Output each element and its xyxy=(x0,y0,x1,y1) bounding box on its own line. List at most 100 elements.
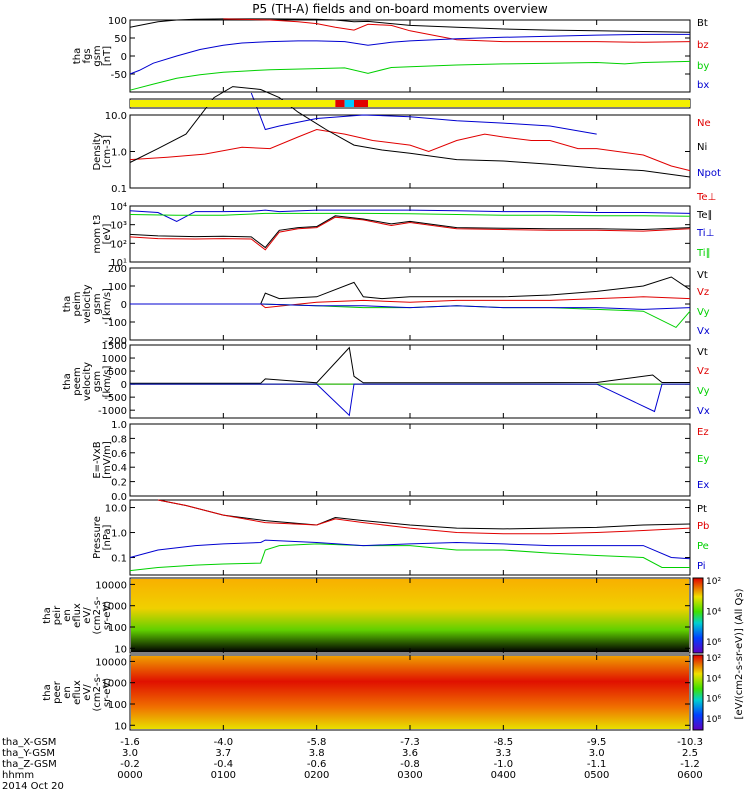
y-tick-label: 0.1 xyxy=(111,554,127,565)
x-axis-value: -1.2 xyxy=(680,759,700,770)
x-axis-value: 3.0 xyxy=(122,748,138,759)
y-tick-label: -500 xyxy=(104,393,127,404)
state-bar-segment xyxy=(354,100,368,107)
series-line-Ne xyxy=(129,128,691,172)
x-axis-row-label: tha_Y-GSM xyxy=(2,748,55,759)
series-line-Vz xyxy=(130,296,691,309)
legend-entry: Ex xyxy=(697,480,709,491)
legend-entry: Vt xyxy=(697,270,708,281)
y-tick-label: 0.6 xyxy=(111,449,127,460)
colorbar-tick-label: 10⁸ xyxy=(706,715,721,725)
legend-entry: Te⊥ xyxy=(696,192,716,203)
y-tick-label: 1000 xyxy=(102,679,127,690)
colorbar-tick-label: 10⁶ xyxy=(706,695,721,705)
series-line-bz xyxy=(223,18,691,43)
y-axis-label: [nT] xyxy=(102,46,113,66)
legend-entry: Ez xyxy=(697,427,709,438)
y-tick-label: 0.0 xyxy=(111,492,127,503)
x-axis-value: -1.1 xyxy=(587,759,607,770)
y-tick-label: 0.1 xyxy=(111,184,127,195)
y-tick-label: 1500 xyxy=(102,341,127,352)
y-axis-label: tha xyxy=(62,296,73,312)
x-axis-value: -5.8 xyxy=(307,737,327,748)
y-tick-label: 10³ xyxy=(110,221,127,232)
x-axis-row-label: tha_Z-GSM xyxy=(2,759,57,770)
panel-frame-mom_temperature xyxy=(129,205,691,263)
y-axis-label: Pressure xyxy=(92,516,103,559)
x-axis-value: 0500 xyxy=(584,770,609,781)
colorbar-peir_en_eflux xyxy=(692,577,704,654)
y-axis-label: eV/ xyxy=(82,607,93,624)
state-bar-segment xyxy=(335,100,345,107)
x-axis-date: 2014 Oct 20 xyxy=(2,781,64,792)
y-axis-label: en xyxy=(62,686,73,699)
y-axis-label: gsm xyxy=(92,371,103,392)
legend-entry: Vx xyxy=(697,406,710,417)
y-tick-label: -50 xyxy=(111,70,127,81)
y-axis-label: sr-eV) xyxy=(102,601,113,630)
series-line-Vt xyxy=(130,276,691,305)
y-axis-label: velocity xyxy=(82,362,93,401)
state-bar-segment xyxy=(344,100,354,107)
x-axis-value: -0.2 xyxy=(120,759,140,770)
y-tick-label: 100 xyxy=(108,16,127,27)
series-line-Npot xyxy=(250,92,597,135)
x-axis-value: 3.8 xyxy=(309,748,325,759)
x-axis-value: 3.3 xyxy=(495,748,511,759)
legend-entry: Pt xyxy=(697,504,707,515)
y-axis-label: tha xyxy=(42,684,53,700)
y-axis-label: eV/ xyxy=(82,684,93,701)
x-axis-value: 0300 xyxy=(397,770,422,781)
y-tick-label: 10 xyxy=(114,644,127,655)
colorbar-peer_en_eflux xyxy=(692,654,704,731)
x-axis-value: 2.5 xyxy=(682,748,698,759)
y-axis-label: tha xyxy=(62,373,73,389)
series-line-by xyxy=(129,60,691,91)
y-axis-label: (cm2-s- xyxy=(92,673,103,711)
x-axis-row-label: tha_X-GSM xyxy=(2,737,56,748)
y-tick-label: 10000 xyxy=(95,657,127,668)
x-axis-value: -1.6 xyxy=(120,737,140,748)
x-axis-value: -10.3 xyxy=(677,737,703,748)
y-axis-label: peem xyxy=(72,367,83,395)
y-tick-label: 0 xyxy=(121,52,127,63)
y-axis-label: [eV] xyxy=(102,224,113,245)
y-axis-label: [km/s] xyxy=(102,288,113,320)
y-tick-label: 10² xyxy=(110,239,127,250)
legend-entry: Vy xyxy=(697,386,710,397)
y-axis-label: sr-eV) xyxy=(102,678,113,707)
series-line-Pe xyxy=(129,543,690,572)
colorbar-tick-label: 10⁶ xyxy=(706,638,721,648)
y-axis-label: gsm xyxy=(92,293,103,314)
y-tick-label: 0 xyxy=(121,300,127,311)
legend-entry: Npot xyxy=(697,168,721,179)
y-tick-label: 100 xyxy=(108,700,127,711)
y-tick-label: 10.0 xyxy=(105,111,127,122)
y-axis-label: eflux xyxy=(72,603,83,628)
y-axis-label: fgs xyxy=(82,48,93,63)
series-line-Pi xyxy=(129,539,691,560)
x-axis-value: 0200 xyxy=(304,770,329,781)
x-axis-value: -8.5 xyxy=(494,737,514,748)
series-line-Te⊥ xyxy=(129,216,691,251)
y-axis-label: tha xyxy=(42,607,53,623)
colorbar-tick-label: 10⁴ xyxy=(706,608,721,618)
x-axis-value: -9.5 xyxy=(587,737,607,748)
y-tick-label: 500 xyxy=(108,367,127,378)
legend-entry: Ne xyxy=(697,118,711,129)
y-tick-label: 0.8 xyxy=(111,434,127,445)
colorbar-tick-label: 10² xyxy=(706,654,721,664)
legend-entry: Te∥ xyxy=(696,210,713,221)
y-tick-label: 0 xyxy=(121,380,127,391)
heatmap-peer_en_eflux xyxy=(131,656,689,729)
y-axis-label: Density xyxy=(92,132,103,170)
x-axis-value: 3.0 xyxy=(589,748,605,759)
series-line-Vx xyxy=(130,303,691,310)
y-tick-label: 200 xyxy=(108,264,127,275)
x-axis-value: -0.4 xyxy=(214,759,234,770)
y-tick-label: 1.0 xyxy=(111,420,127,431)
series-line-Bt xyxy=(129,18,691,33)
y-tick-label: 10⁴ xyxy=(110,202,127,213)
y-axis-label: eflux xyxy=(72,680,83,705)
